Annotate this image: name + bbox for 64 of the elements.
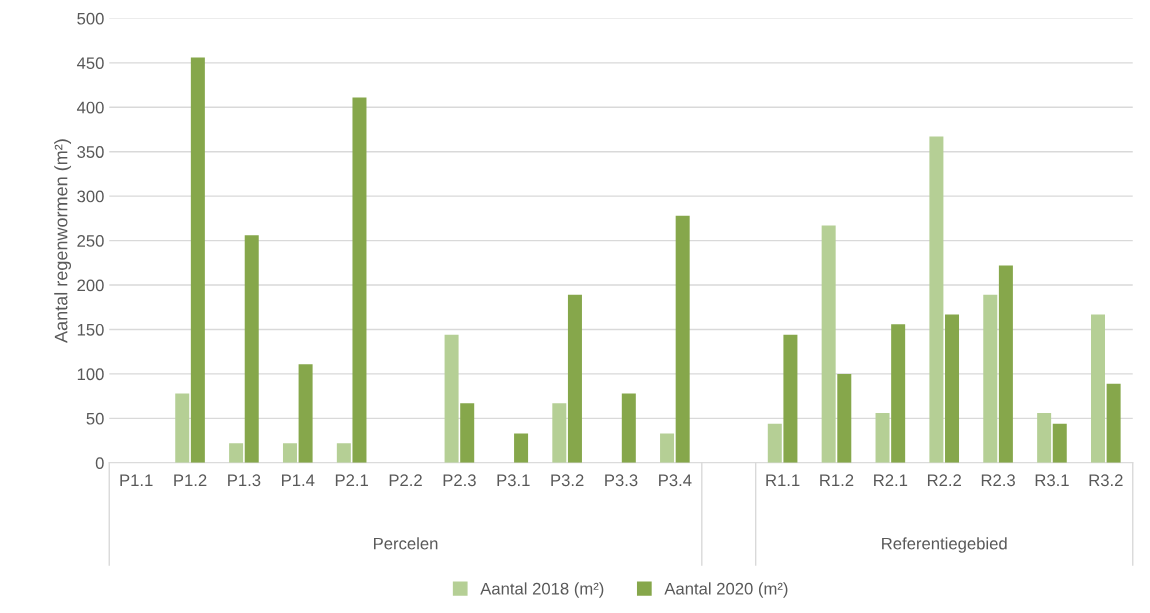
x-tick-label: P1.2 — [174, 474, 207, 486]
y-axis-title: Aantal regenwormen (m²) — [54, 139, 72, 343]
bar — [244, 235, 259, 463]
y-tick-label: 200 — [77, 279, 104, 292]
bar — [945, 314, 960, 463]
bar — [514, 433, 529, 463]
text: Percelen — [374, 537, 438, 550]
y-tick-label: 50 — [86, 412, 104, 425]
bar — [1052, 423, 1067, 463]
y-tick-label: 400 — [76, 101, 104, 114]
y-tick-label: 250 — [77, 235, 104, 247]
y-tick-label: 100 — [77, 368, 104, 381]
bar — [675, 215, 690, 463]
y-tick-label: 150 — [77, 323, 104, 336]
y-tick-label: 350 — [77, 146, 104, 158]
x-tick-label: R2.2 — [927, 474, 961, 486]
y-tick-label: 450 — [76, 57, 104, 70]
legend-label: Aantal 2020 (m²) — [664, 582, 788, 598]
x-tick-label: R3.2 — [1089, 474, 1123, 487]
legend-label: Aantal 2018 (m²) — [480, 582, 604, 598]
bar — [190, 57, 205, 463]
bar — [837, 373, 852, 463]
bar — [1091, 314, 1106, 463]
bar — [567, 294, 582, 463]
bar — [891, 324, 906, 463]
x-tick-label: P2.1 — [335, 474, 368, 486]
bar — [660, 433, 675, 463]
bar — [460, 403, 475, 463]
bar — [875, 413, 890, 463]
bar — [983, 294, 998, 463]
y-tick-label: 0 — [95, 457, 104, 470]
bar — [352, 97, 367, 463]
x-tick-label: R3.1 — [1035, 474, 1069, 487]
x-tick-label: P1.4 — [282, 474, 315, 486]
bar — [336, 443, 351, 463]
bar — [552, 403, 567, 463]
x-tick-label: P3.3 — [605, 474, 638, 487]
bar — [298, 364, 313, 463]
bar — [929, 136, 944, 463]
bar — [444, 334, 459, 463]
x-tick-label: P2.3 — [443, 474, 476, 487]
x-tick-label: R1.2 — [820, 474, 854, 486]
x-tick-label: P1.1 — [120, 474, 153, 486]
bar — [1106, 383, 1121, 463]
x-tick-label: R2.3 — [981, 474, 1015, 487]
x-tick-label: P3.2 — [551, 474, 584, 487]
x-tick-label: P2.2 — [389, 474, 422, 486]
bar — [621, 393, 636, 463]
x-tick-label: R2.1 — [874, 474, 908, 486]
y-tick-label: 300 — [77, 190, 104, 203]
y-tick-label: 500 — [77, 12, 104, 25]
bar — [282, 443, 297, 463]
bar — [229, 443, 244, 463]
x-tick-label: P3.1 — [497, 474, 530, 487]
bar — [783, 334, 798, 463]
bar — [767, 423, 782, 463]
bar — [821, 225, 836, 463]
x-tick-label: R1.1 — [766, 474, 800, 486]
bar — [998, 265, 1013, 463]
text: Referentiegebied — [882, 537, 1007, 553]
bar — [1037, 413, 1052, 463]
bar — [175, 393, 190, 463]
x-tick-label: P1.3 — [228, 474, 261, 487]
x-tick-label: P3.4 — [659, 474, 692, 487]
